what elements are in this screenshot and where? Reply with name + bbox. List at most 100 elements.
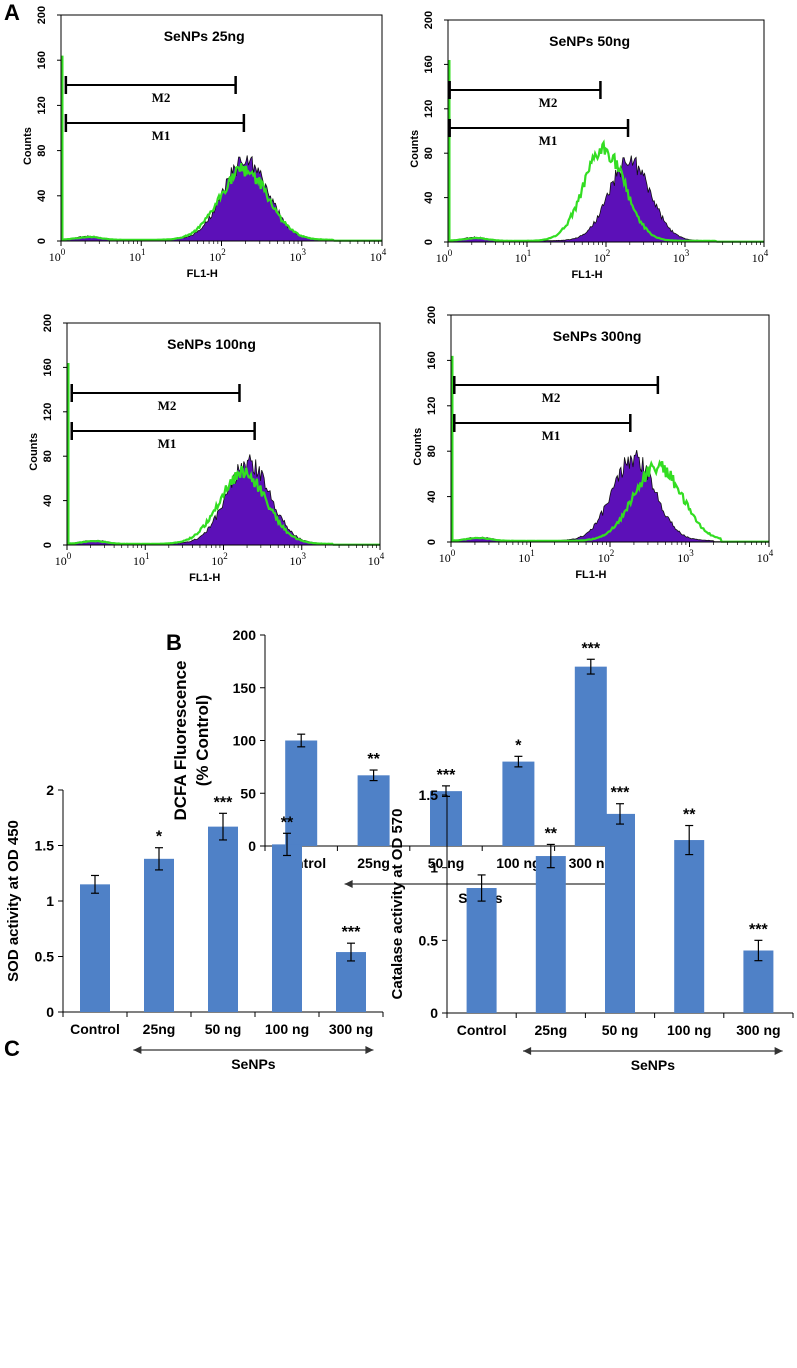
significance-stars: * (156, 829, 163, 846)
x-tick-label: 104 (368, 551, 385, 568)
bar-300ng (336, 952, 366, 1012)
overlay-histogram-line (453, 459, 769, 543)
y-tick-label: 120 (42, 403, 54, 421)
overlay-histogram-line (450, 139, 764, 243)
x-tick-label: 100 (436, 248, 453, 265)
gate-marker-m2: M2 (448, 81, 602, 110)
y-tick-label: 0.5 (35, 949, 55, 965)
y-tick-label: 40 (426, 490, 438, 502)
gate-marker-m1: M1 (448, 119, 630, 148)
y-tick-label: 80 (423, 147, 435, 159)
histogram-hist_25: SeNPs 25ng 0 40 80 120 160 200 Counts 100 101 102 1… (22, 6, 387, 280)
x-tick-label: 25ng (143, 1021, 176, 1037)
x-tick-label: 103 (677, 548, 694, 565)
significance-stars: *** (342, 924, 361, 941)
histogram-hist_50: SeNPs 50ng 0 40 80 120 160 200 Counts 100 101 102 1… (409, 11, 769, 281)
y-tick-label: 40 (36, 190, 48, 202)
overlay-histogram-line (69, 465, 380, 546)
bar-100ng (674, 840, 705, 1013)
panel-label-c: C (4, 1036, 20, 1061)
panel-label-a: A (4, 0, 20, 25)
bar-50ng (208, 826, 238, 1012)
gate-label: M2 (542, 390, 561, 405)
x-tick-label: 103 (290, 247, 307, 264)
x-tick-label: 50 ng (205, 1021, 242, 1037)
x-tick-label: 50 ng (602, 1022, 639, 1038)
histogram-title: SeNPs 100ng (167, 336, 256, 352)
y-tick-label: 1 (430, 860, 438, 876)
x-tick-label: 25ng (534, 1022, 567, 1038)
x-tick-label: Control (457, 1022, 507, 1038)
y-tick-label: 160 (426, 351, 438, 369)
error-bar (347, 942, 355, 962)
bar-50ng (605, 813, 635, 1013)
x-tick-label: 101 (518, 548, 535, 565)
significance-stars: *** (214, 794, 233, 811)
significance-stars: *** (749, 921, 768, 938)
group-arrow (344, 880, 617, 888)
arrow-head-left (133, 1046, 142, 1054)
histogram-title: SeNPs 50ng (549, 33, 630, 49)
y-tick-label: 0.5 (419, 932, 439, 948)
x-tick-label: 101 (515, 248, 532, 265)
error-bar (219, 812, 227, 841)
overlay-histogram-line (63, 163, 382, 242)
x-tick-label: Control (70, 1021, 120, 1037)
y-tick-label: 160 (36, 51, 48, 69)
error-bar (616, 803, 624, 825)
y-axis-label: Catalase activity at OD 570 (389, 809, 406, 1000)
filled-histogram (449, 155, 765, 243)
gate-marker-m2: M2 (64, 76, 237, 105)
group-label: SeNPs (631, 1057, 676, 1073)
bar-100ng (502, 761, 535, 846)
gate-label: M1 (539, 133, 558, 148)
x-tick-label: 25ng (357, 855, 390, 871)
y-tick-label: 0 (42, 542, 54, 548)
error-bar (546, 843, 555, 869)
error-bar (91, 874, 99, 894)
y-axis-label: SOD activity at OD 450 (5, 820, 22, 982)
bar-100ng (272, 844, 302, 1012)
y-tick-label: 150 (233, 680, 257, 696)
error-bar (477, 874, 486, 902)
significance-stars: ** (367, 751, 380, 768)
histogram-hist_100: SeNPs 100ng 0 40 80 120 160 200 Counts 100 101 102… (28, 314, 385, 584)
y-tick-label: 80 (42, 450, 54, 462)
x-tick-label: 300 ng (329, 1021, 373, 1037)
x-tick-label: 102 (209, 247, 226, 264)
x-tick-label: 300 ng (736, 1022, 780, 1038)
x-tick-label: 102 (598, 548, 615, 565)
y-tick-label: 120 (426, 397, 438, 415)
x-axis-label: FL1-H (189, 572, 220, 584)
y-axis-label: Counts (412, 428, 424, 466)
y-tick-label: 50 (240, 785, 256, 801)
error-bar (754, 939, 763, 962)
significance-stars: * (515, 737, 522, 754)
bar-50ng (430, 791, 462, 846)
y-tick-label: 160 (423, 55, 435, 73)
group-arrow (133, 1046, 374, 1054)
x-tick-label: 100 ng (496, 855, 540, 871)
arrow-head-right (365, 1046, 374, 1054)
x-axis-label: FL1-H (187, 268, 218, 280)
x-axis-label: FL1-H (571, 269, 602, 281)
gate-label: M2 (152, 90, 171, 105)
error-bar (685, 824, 694, 856)
x-tick-label: 100 (55, 551, 72, 568)
y-tick-label: 0 (423, 239, 435, 245)
x-tick-label: 100 ng (265, 1021, 309, 1037)
y-tick-label: 200 (426, 306, 438, 324)
y-tick-label: 200 (423, 11, 435, 29)
filled-histogram (68, 454, 381, 546)
significance-stars: ** (281, 814, 294, 831)
y-axis-label: Counts (28, 433, 40, 471)
gate-label: M1 (158, 436, 177, 451)
x-tick-label: 103 (290, 551, 307, 568)
error-bar (283, 832, 291, 857)
panel-label-b: B (166, 630, 182, 655)
gate-marker-m1: M1 (64, 114, 246, 143)
x-axis-label: FL1-H (575, 569, 606, 581)
y-tick-label: 2 (46, 782, 54, 798)
y-tick-label: 0 (430, 1005, 438, 1021)
